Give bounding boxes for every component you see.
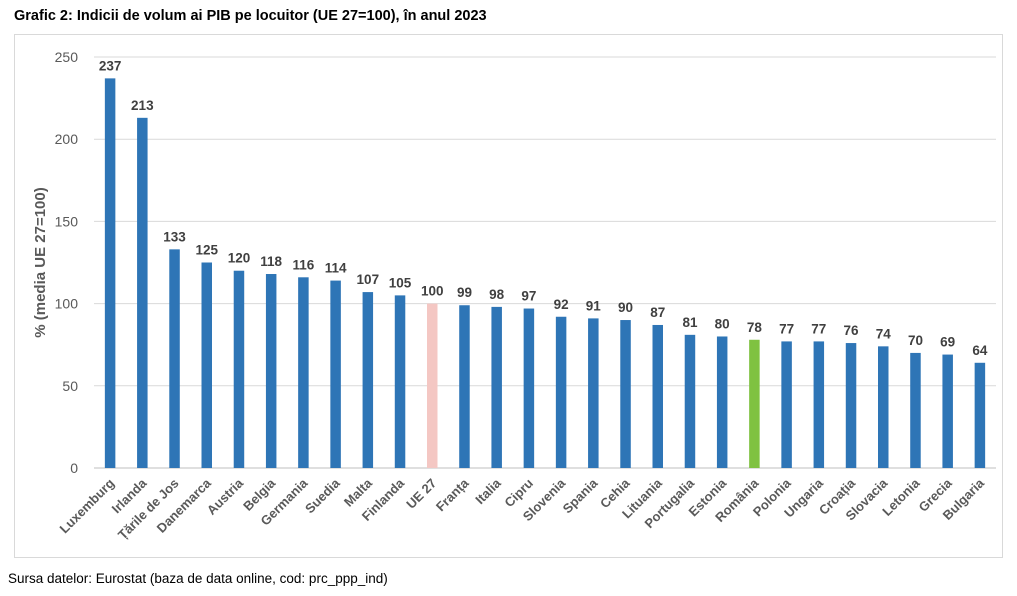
bar <box>233 270 245 468</box>
data-label: 120 <box>228 251 251 266</box>
bar <box>588 318 599 468</box>
data-label: 118 <box>260 254 282 269</box>
bar <box>330 280 341 468</box>
bar <box>427 303 438 468</box>
bar <box>813 341 825 468</box>
bar <box>201 262 212 468</box>
data-label: 116 <box>293 257 315 272</box>
x-tick-label: Spania <box>560 475 601 516</box>
bar <box>523 308 535 468</box>
x-tick-label: Italia <box>472 475 504 507</box>
bar <box>716 336 728 468</box>
bar <box>910 352 921 468</box>
data-label: 81 <box>682 315 698 330</box>
bar <box>555 316 567 468</box>
bar <box>394 295 406 468</box>
data-label: 237 <box>99 58 122 73</box>
data-label: 87 <box>650 305 665 320</box>
data-label: 99 <box>457 285 472 300</box>
y-tick-label: 200 <box>55 131 79 147</box>
data-label: 92 <box>554 297 569 312</box>
bar <box>942 354 953 468</box>
data-label: 125 <box>195 243 218 258</box>
y-tick-label: 0 <box>70 460 78 476</box>
data-label: 90 <box>618 300 633 315</box>
bar <box>362 292 374 468</box>
bar <box>265 274 277 468</box>
x-tick-label: Letonia <box>879 475 923 519</box>
chart-title: Grafic 2: Indicii de volum ai PIB pe loc… <box>14 8 487 24</box>
y-tick-label: 250 <box>55 49 79 65</box>
chart-frame <box>14 34 1003 558</box>
bar <box>298 277 309 468</box>
bar <box>137 117 148 468</box>
x-tick-label: Suedia <box>302 475 343 516</box>
data-label: 70 <box>908 333 923 348</box>
bar <box>169 249 180 468</box>
bar <box>104 78 116 468</box>
data-label: 213 <box>131 98 154 113</box>
data-label: 64 <box>972 343 988 358</box>
bar <box>491 306 502 468</box>
x-tick-label: Franța <box>433 475 472 514</box>
bar <box>878 346 889 468</box>
data-label: 77 <box>779 321 794 336</box>
data-label: 97 <box>521 289 536 304</box>
x-tick-label: Austria <box>204 475 247 518</box>
data-label: 91 <box>586 298 602 313</box>
bar <box>652 324 663 468</box>
data-label: 77 <box>811 321 826 336</box>
bar <box>974 362 986 468</box>
data-label: 78 <box>747 320 763 335</box>
y-tick-label: 100 <box>55 296 79 312</box>
y-tick-label: 150 <box>55 213 79 229</box>
bar <box>845 343 857 468</box>
bar <box>684 334 696 468</box>
data-label: 107 <box>357 272 380 287</box>
data-label: 74 <box>876 326 892 341</box>
data-label: 105 <box>389 275 412 290</box>
data-label: 100 <box>421 284 444 299</box>
data-label: 80 <box>715 316 730 331</box>
data-label: 133 <box>163 229 186 244</box>
data-label: 98 <box>489 287 505 302</box>
data-label: 69 <box>940 335 955 350</box>
bar <box>459 305 470 468</box>
bar <box>781 341 792 468</box>
bar <box>620 320 631 468</box>
bar <box>749 339 760 468</box>
y-tick-label: 50 <box>62 378 78 394</box>
data-label: 76 <box>844 323 860 338</box>
data-label: 114 <box>325 261 347 276</box>
y-axis-label: % (media UE 27=100) <box>32 187 49 338</box>
source-note: Sursa datelor: Eurostat (baza de data on… <box>8 571 388 586</box>
x-tick-label: UE 27 <box>403 476 439 512</box>
